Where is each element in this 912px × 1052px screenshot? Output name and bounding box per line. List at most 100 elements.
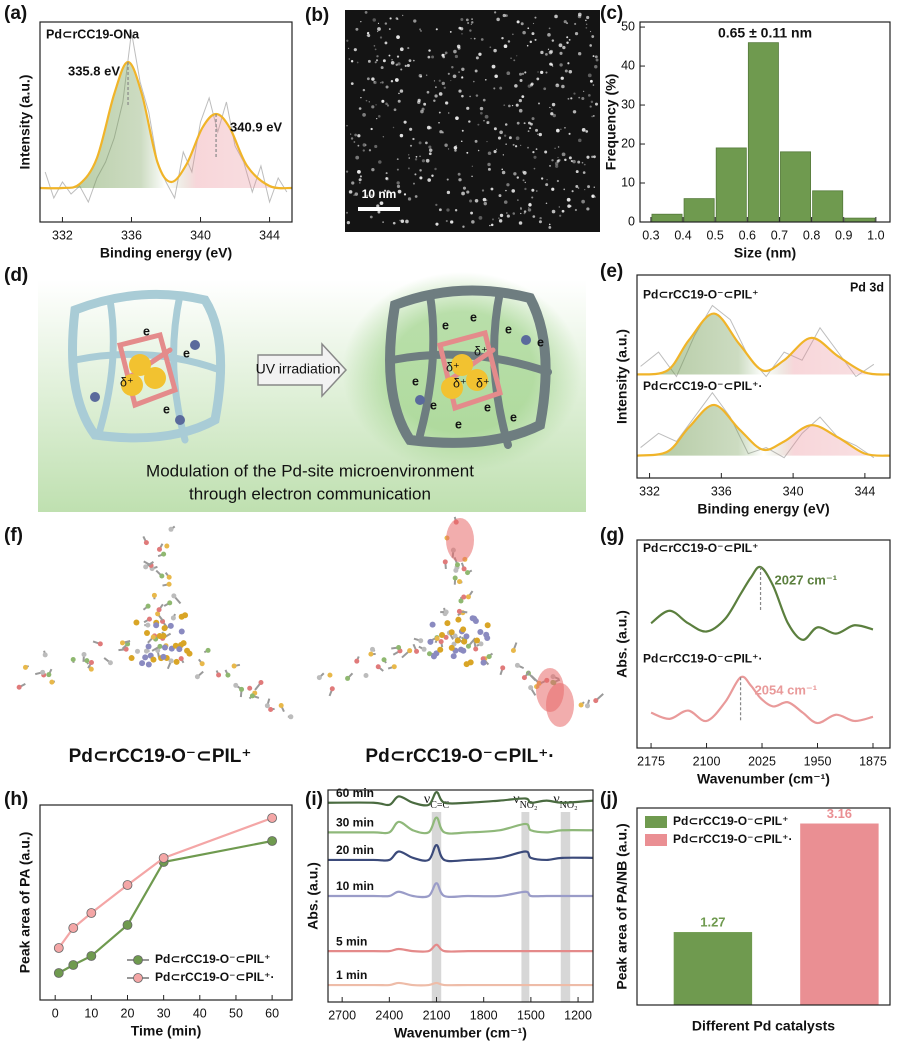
speckle (499, 130, 503, 135)
speckle (419, 28, 422, 31)
speckle (382, 59, 386, 63)
speckle (555, 83, 560, 88)
atom (514, 662, 520, 668)
legend-label: Pd⊂rCC19-O⁻⊂PIL⁺ (155, 952, 270, 966)
speckle (348, 190, 353, 194)
core-atom (153, 622, 160, 629)
speckle (527, 146, 529, 149)
speckle (480, 111, 483, 115)
speckle (367, 59, 371, 63)
y-tick-label: 30 (621, 97, 635, 111)
core-atom (463, 633, 470, 640)
speckle (505, 14, 508, 17)
speckle (556, 128, 560, 133)
speckle (413, 19, 417, 23)
x-tick-label: 1800 (470, 1008, 498, 1022)
speckle (360, 20, 362, 23)
speckle (377, 22, 380, 24)
speckle (453, 146, 458, 150)
data-line (636, 403, 891, 457)
speckle (377, 210, 381, 214)
speckle (554, 147, 556, 150)
speckle (396, 18, 399, 20)
core-atom (437, 646, 444, 653)
speckle (592, 84, 595, 86)
speckle (384, 22, 388, 25)
speckle (427, 178, 432, 182)
speckle (456, 44, 461, 49)
speckle (397, 189, 402, 194)
atom (407, 648, 413, 654)
speckle (528, 203, 532, 207)
speckle (355, 27, 359, 31)
speckle (502, 154, 504, 156)
speckle (365, 99, 368, 102)
y-tick-label: 20 (621, 136, 635, 150)
speckle (585, 23, 588, 26)
speckle (449, 31, 452, 33)
speckle (353, 141, 356, 143)
atom (97, 641, 103, 647)
speckle (455, 145, 457, 147)
speckle (501, 170, 506, 175)
speckle (372, 18, 376, 22)
speckle (581, 199, 585, 204)
core-atom (160, 653, 167, 660)
speckle (508, 136, 512, 140)
speckle (493, 87, 496, 90)
speckle (523, 212, 526, 215)
legend-marker (133, 973, 143, 983)
speckle (589, 79, 593, 83)
speckle (469, 29, 472, 32)
speckle (412, 59, 415, 62)
x-tick-label: 2025 (748, 754, 776, 768)
x-axis-label: Wavenumber (cm⁻¹) (697, 771, 830, 787)
data-point (158, 853, 169, 863)
speckle (396, 184, 401, 188)
speckle (538, 132, 542, 137)
atom (316, 675, 322, 681)
speckle (426, 125, 431, 130)
speckle (484, 78, 487, 81)
x-axis-label: Size (nm) (734, 245, 796, 261)
speckle (409, 127, 413, 131)
speckle (362, 88, 366, 92)
speckle (444, 51, 448, 55)
inner-title: Pd⊂rCC19-ONa (46, 27, 140, 41)
speckle (551, 187, 555, 191)
x-tick-label: 344 (259, 228, 280, 242)
core-atom (186, 650, 193, 657)
data-line (327, 981, 593, 987)
atom (145, 603, 151, 609)
speckle (523, 210, 527, 213)
speckle (390, 79, 394, 83)
band (560, 812, 571, 1002)
speckle (433, 80, 436, 82)
speckle (590, 100, 594, 104)
speckle (469, 199, 473, 203)
atom (461, 566, 467, 572)
speckle (353, 194, 355, 197)
speckle (396, 158, 399, 161)
core-atom (182, 612, 189, 619)
speckle (399, 89, 404, 93)
y-tick-label: 10 (621, 175, 635, 189)
atom (465, 570, 471, 576)
speckle (425, 158, 430, 163)
speckle (477, 123, 480, 126)
y-tick-label: 0 (628, 214, 635, 228)
speckle (445, 101, 449, 105)
core-atom (160, 632, 167, 639)
core-atom (133, 619, 140, 626)
peak-label: 340.9 eV (230, 119, 282, 134)
x-tick-label: 1950 (804, 754, 832, 768)
speckle (506, 71, 511, 76)
speckle (538, 102, 540, 105)
electron-label: e (537, 335, 544, 349)
atom (159, 573, 165, 579)
speckle (413, 182, 415, 185)
atom (81, 651, 87, 657)
speckle (547, 33, 551, 37)
speckle (501, 168, 504, 171)
y-axis-label: Peak area of PA/NB (a.u.) (614, 823, 630, 989)
